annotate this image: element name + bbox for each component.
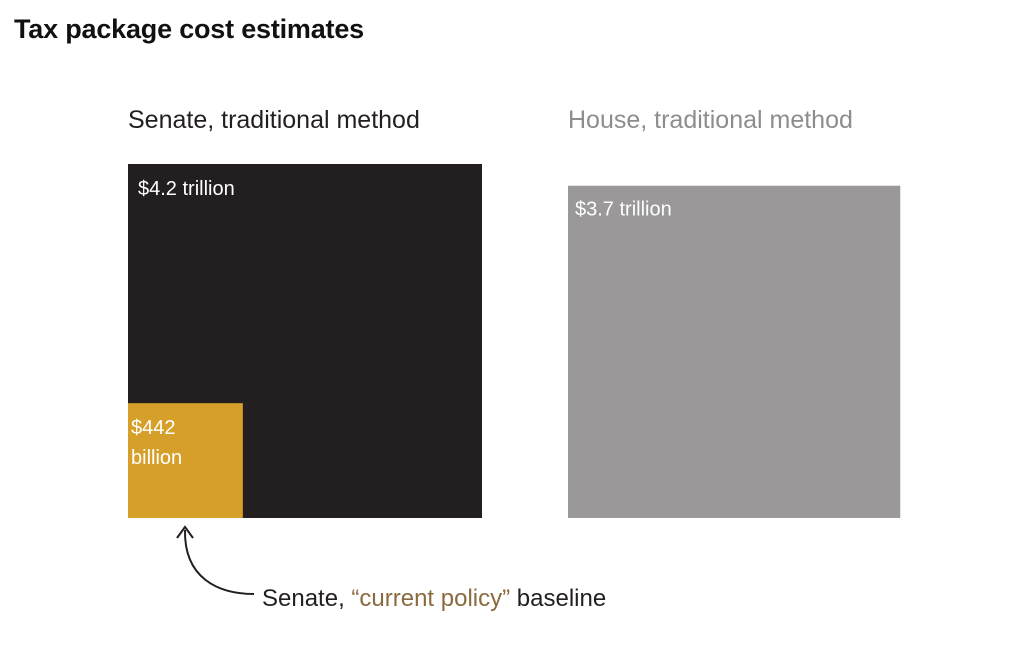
annotation-text: Senate, “current policy” baseline — [262, 585, 606, 612]
arrow-head-icon — [176, 525, 194, 539]
annotation: Senate, “current policy” baseline — [176, 525, 606, 612]
value-label-senate-current-policy: $442 billion — [131, 417, 182, 469]
value-label-senate-traditional: $4.2 trillion — [138, 178, 235, 200]
value-label-house-traditional: $3.7 trillion — [575, 199, 672, 221]
square-house-traditional — [568, 185, 901, 518]
curved-arrow-up-icon — [183, 529, 255, 595]
label-senate-traditional: Senate, traditional method — [128, 106, 420, 134]
label-house-traditional: House, traditional method — [568, 106, 853, 134]
square-senate-current-policy — [128, 403, 243, 518]
chart-title: Tax package cost estimates — [14, 14, 364, 44]
